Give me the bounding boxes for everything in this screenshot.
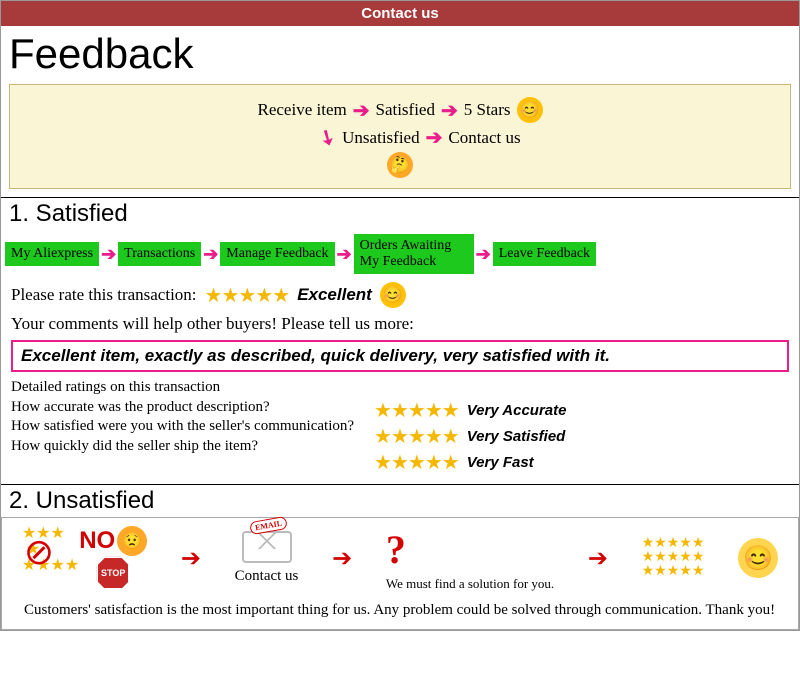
email-icon: EMAIL [242, 531, 292, 563]
arrow-icon: ➔ [353, 98, 370, 123]
smile-icon: 😊 [517, 97, 543, 123]
step-box: Orders Awaiting My Feedback [354, 234, 474, 274]
no-stars-icon: ★★★ ★★★★★⊘ [22, 526, 79, 574]
smile-icon: 😊 [380, 282, 406, 308]
arrow-icon: ➔ [476, 244, 491, 265]
detailed-ratings: Detailed ratings on this transaction How… [1, 376, 799, 484]
ratings-answers: ★★★★★ Very Accurate ★★★★★ Very Satisfied ★… [374, 378, 566, 476]
step-box: Transactions [118, 242, 201, 266]
header-bar: Contact us [1, 1, 799, 26]
stars-icon: ★★★★★ [205, 283, 290, 308]
arrow-icon: ➔ [441, 98, 458, 123]
no-label: NO [79, 527, 115, 555]
arrow-icon: ➔ [426, 125, 443, 150]
stars-icon: ★★★★★ [374, 398, 459, 424]
feedback-flow-box: Receive item ➔ Satisfied ➔ 5 Stars 😊 ➘ U… [9, 84, 791, 189]
no-block: ★★★ ★★★★★⊘ NO 😟 STOP [22, 526, 147, 590]
contact-label: Contact us [235, 568, 299, 585]
page-title: Feedback [1, 26, 799, 82]
stop-wrap: NO 😟 STOP [79, 526, 147, 590]
flow-row-1: Receive item ➔ Satisfied ➔ 5 Stars 😊 [30, 97, 770, 123]
rate-label: Please rate this transaction: [11, 285, 197, 305]
comment-box: Excellent item, exactly as described, qu… [11, 340, 789, 372]
detailed-heading: Detailed ratings on this transaction [11, 378, 354, 398]
arrow-icon: ➔ [337, 244, 352, 265]
a3: Very Fast [467, 453, 534, 473]
flow-row-2: ➘ Unsatisfied ➔ Contact us [30, 125, 770, 150]
prohibit-icon: ⊘ [24, 534, 54, 570]
flow-unsatisfied: Unsatisfied [342, 128, 419, 148]
step-box: Leave Feedback [493, 242, 596, 266]
q2: How satisfied were you with the seller's… [11, 417, 354, 437]
flow-satisfied: Satisfied [375, 100, 435, 120]
comment-prompt: Your comments will help other buyers! Pl… [1, 312, 799, 336]
section1-heading: 1. Satisfied [1, 197, 799, 230]
excellent-label: Excellent [297, 285, 372, 305]
arrow-icon: ➔ [203, 244, 218, 265]
footer-text: Customers' satisfaction is the most impo… [10, 591, 790, 621]
unsatisfied-box: ★★★ ★★★★★⊘ NO 😟 STOP ➔ EMAIL Contact us … [1, 517, 799, 630]
stop-sign-icon: STOP [96, 556, 130, 590]
stars-icon: ★★★★★ [374, 424, 459, 450]
main-container: Contact us Feedback Receive item ➔ Satis… [0, 0, 800, 631]
worried-icon: 😟 [117, 526, 147, 556]
q1: How accurate was the product description… [11, 398, 354, 418]
big-smile-icon: 😊 [738, 538, 778, 578]
arrow-diag-icon: ➘ [314, 122, 341, 152]
unsatisfied-flow: ★★★ ★★★★★⊘ NO 😟 STOP ➔ EMAIL Contact us … [10, 526, 790, 592]
a1: Very Accurate [467, 401, 567, 421]
stars-icon: ★★★★★ [374, 450, 459, 476]
thinking-emoji-row: 🤔 [30, 152, 770, 178]
solution-block: ? We must find a solution for you. [386, 526, 554, 592]
step-box: My Aliexpress [5, 242, 99, 266]
rating-row: ★★★★★ Very Accurate [374, 398, 566, 424]
flow-contact: Contact us [448, 128, 520, 148]
rate-line: Please rate this transaction: ★★★★★ Exce… [1, 278, 799, 312]
section2-heading: 2. Unsatisfied [1, 484, 799, 517]
solution-text: We must find a solution for you. [386, 576, 554, 591]
satisfied-steps: My Aliexpress ➔ Transactions ➔ Manage Fe… [1, 230, 799, 278]
rating-row: ★★★★★ Very Satisfied [374, 424, 566, 450]
ratings-questions: Detailed ratings on this transaction How… [11, 378, 354, 476]
a2: Very Satisfied [467, 427, 566, 447]
thinking-icon: 🤔 [387, 152, 413, 178]
flow-receive: Receive item [258, 100, 347, 120]
step-box: Manage Feedback [220, 242, 334, 266]
flow-5stars: 5 Stars [464, 100, 511, 120]
arrow-icon: ➔ [181, 544, 201, 573]
rating-row: ★★★★★ Very Fast [374, 450, 566, 476]
q3: How quickly did the seller ship the item… [11, 437, 354, 457]
question-icon: ? [386, 526, 554, 574]
stars-grid-icon: ★★★★★★★★★★★★★★★ [642, 537, 705, 579]
arrow-icon: ➔ [588, 544, 608, 573]
arrow-icon: ➔ [332, 544, 352, 573]
arrow-icon: ➔ [101, 244, 116, 265]
contact-block: EMAIL Contact us [235, 531, 299, 585]
